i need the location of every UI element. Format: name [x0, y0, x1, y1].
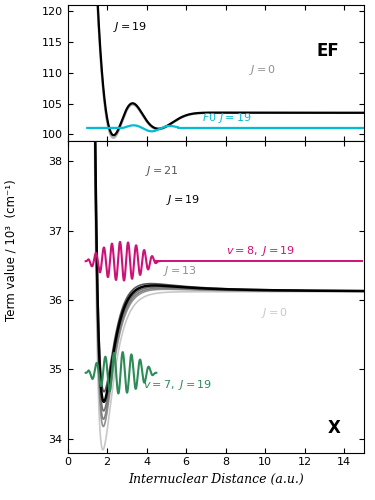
- Text: $J = 19$: $J = 19$: [166, 193, 201, 207]
- Text: $v = 8,\ J = 19$: $v = 8,\ J = 19$: [225, 244, 294, 258]
- Text: $J = 0$: $J = 0$: [249, 63, 276, 77]
- Text: $J = 21$: $J = 21$: [144, 164, 178, 178]
- Text: Term value / 10³  (cm⁻¹): Term value / 10³ (cm⁻¹): [5, 179, 18, 321]
- Text: $F0\ J = 19$: $F0\ J = 19$: [202, 112, 251, 126]
- Text: X: X: [328, 419, 340, 437]
- Text: EF: EF: [317, 42, 340, 60]
- Text: $J = 13$: $J = 13$: [163, 264, 197, 278]
- Text: $J = 0$: $J = 0$: [261, 306, 288, 320]
- X-axis label: Internuclear Distance (a.u.): Internuclear Distance (a.u.): [128, 473, 303, 486]
- Text: $J = 19$: $J = 19$: [113, 20, 147, 34]
- Text: $v = 7,\ J = 19$: $v = 7,\ J = 19$: [142, 378, 211, 392]
